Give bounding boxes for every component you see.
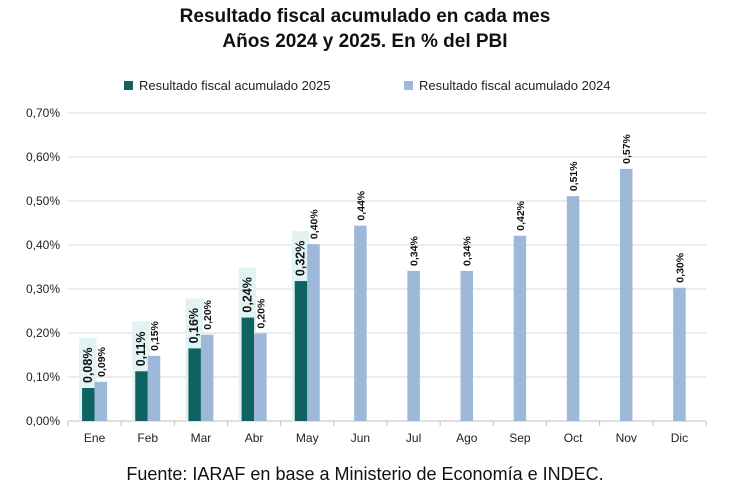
y-tick-label: 0,60% — [26, 150, 60, 164]
y-tick-label: 0,40% — [26, 238, 60, 252]
bar-2025 — [82, 388, 95, 421]
legend-swatch-2024 — [404, 81, 413, 90]
bar-2024 — [94, 381, 108, 421]
data-label-2024: 0,09% — [96, 346, 108, 376]
data-label-2025: 0,08% — [81, 348, 95, 383]
y-tick-label: 0,50% — [26, 194, 60, 208]
legend-label-2024: Resultado fiscal acumulado 2024 — [419, 78, 611, 93]
x-tick-label: Dic — [671, 431, 688, 445]
x-tick-label: May — [296, 431, 319, 445]
bar-2024 — [307, 244, 320, 421]
x-tick-label: Mar — [191, 431, 212, 445]
bar-2024 — [147, 355, 161, 421]
x-tick-label: Ene — [84, 431, 106, 445]
x-tick-label: Jul — [406, 431, 421, 445]
y-tick-label: 0,20% — [26, 326, 60, 340]
bar-2024 — [566, 196, 580, 421]
bar-2024 — [460, 270, 473, 421]
x-tick-label: Sep — [509, 431, 531, 445]
bar-2024 — [200, 334, 214, 421]
data-label-2024: 0,34% — [462, 236, 474, 266]
x-tick-label: Abr — [245, 431, 264, 445]
bar-2024 — [513, 235, 527, 421]
bar-2025 — [135, 371, 148, 421]
legend-label-2025: Resultado fiscal acumulado 2025 — [139, 78, 331, 93]
bar-2024 — [673, 287, 686, 421]
legend-swatch-2025 — [124, 81, 133, 90]
bar-2024 — [407, 270, 420, 421]
data-label-2024: 0,15% — [149, 320, 161, 350]
chart-title: Resultado fiscal acumulado en cada mes — [179, 6, 551, 27]
chart-source: Fuente: IARAF en base a Ministerio de Ec… — [126, 464, 604, 484]
data-label-2024: 0,30% — [674, 252, 686, 282]
legend-item-2025: Resultado fiscal acumulado 2025 — [124, 78, 331, 93]
data-label-2024: 0,20% — [202, 299, 214, 329]
x-tick-label: Ago — [456, 431, 478, 445]
data-label-2024: 0,42% — [515, 200, 527, 230]
data-label-2024: 0,34% — [409, 236, 421, 266]
data-label-2024: 0,57% — [621, 133, 633, 163]
data-label-2024: 0,40% — [309, 209, 321, 239]
x-tick-label: Oct — [564, 431, 583, 445]
legend-item-2024: Resultado fiscal acumulado 2024 — [404, 78, 611, 93]
bar-2025 — [241, 317, 255, 421]
data-label-2024: 0,44% — [355, 190, 367, 220]
y-tick-label: 0,10% — [26, 370, 60, 384]
data-label-2025: 0,16% — [187, 308, 201, 343]
bar-2024 — [254, 333, 267, 421]
data-label-2024: 0,20% — [255, 298, 267, 328]
bar-2025 — [188, 348, 201, 421]
bar-2024 — [354, 225, 367, 421]
data-label-2025: 0,11% — [134, 332, 148, 367]
y-tick-label: 0,30% — [26, 282, 60, 296]
y-tick-label: 0,70% — [26, 106, 60, 120]
data-label-2025: 0,24% — [240, 277, 254, 312]
bar-2024 — [620, 168, 633, 421]
bar-2025 — [294, 281, 308, 421]
x-tick-label: Jun — [351, 431, 370, 445]
chart-subtitle: Años 2024 y 2025. En % del PBI — [222, 31, 508, 52]
data-label-2025: 0,32% — [294, 241, 308, 276]
x-tick-label: Feb — [137, 431, 158, 445]
data-label-2024: 0,51% — [568, 161, 580, 191]
x-tick-label: Nov — [616, 431, 637, 445]
y-tick-label: 0,00% — [26, 414, 60, 428]
